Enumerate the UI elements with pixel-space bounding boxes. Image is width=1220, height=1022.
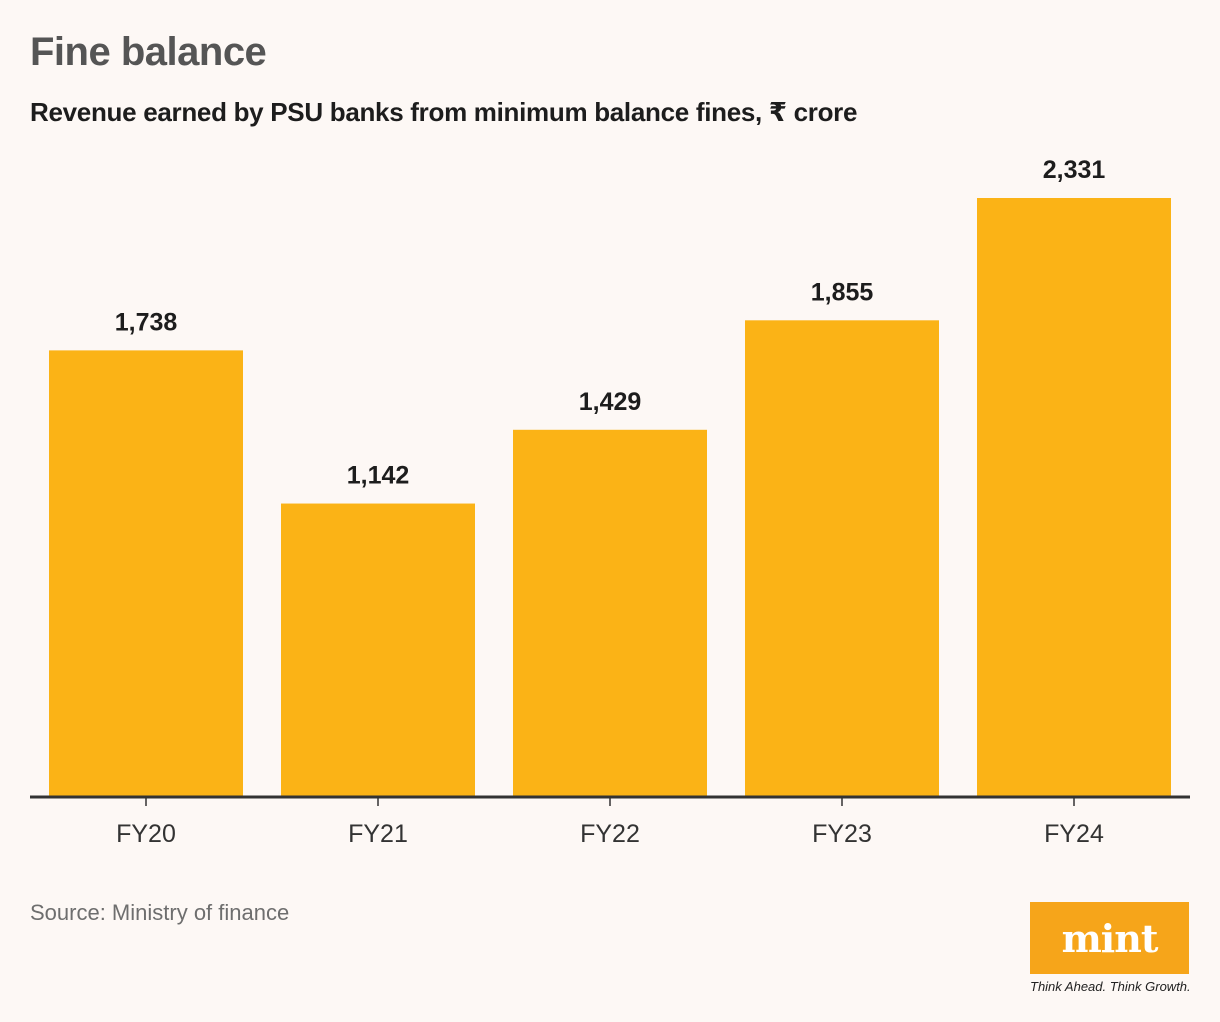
value-label: 1,429 bbox=[579, 388, 642, 416]
source-note: Source: Ministry of finance bbox=[30, 900, 290, 925]
bar-fy24 bbox=[977, 198, 1171, 797]
value-label: 2,331 bbox=[1043, 156, 1106, 184]
bar-fy21 bbox=[281, 503, 475, 797]
bar-fy23 bbox=[745, 320, 939, 797]
chart-title: Fine balance bbox=[30, 30, 267, 74]
bar-fy22 bbox=[513, 429, 707, 797]
value-label: 1,855 bbox=[811, 278, 874, 306]
x-tick-label: FY22 bbox=[580, 820, 640, 848]
bar-fy20 bbox=[49, 350, 243, 797]
value-label: 1,738 bbox=[115, 308, 178, 336]
x-tick-label: FY24 bbox=[1044, 820, 1104, 848]
mint-logo: mint bbox=[1030, 902, 1189, 974]
value-label: 1,142 bbox=[347, 462, 410, 490]
x-tick-label: FY23 bbox=[812, 820, 872, 848]
x-tick-label: FY21 bbox=[348, 820, 408, 848]
chart-subtitle: Revenue earned by PSU banks from minimum… bbox=[30, 97, 858, 127]
logo-text: mint bbox=[1061, 915, 1159, 961]
x-tick-label: FY20 bbox=[116, 820, 176, 848]
tagline: Think Ahead. Think Growth. bbox=[1030, 979, 1191, 994]
